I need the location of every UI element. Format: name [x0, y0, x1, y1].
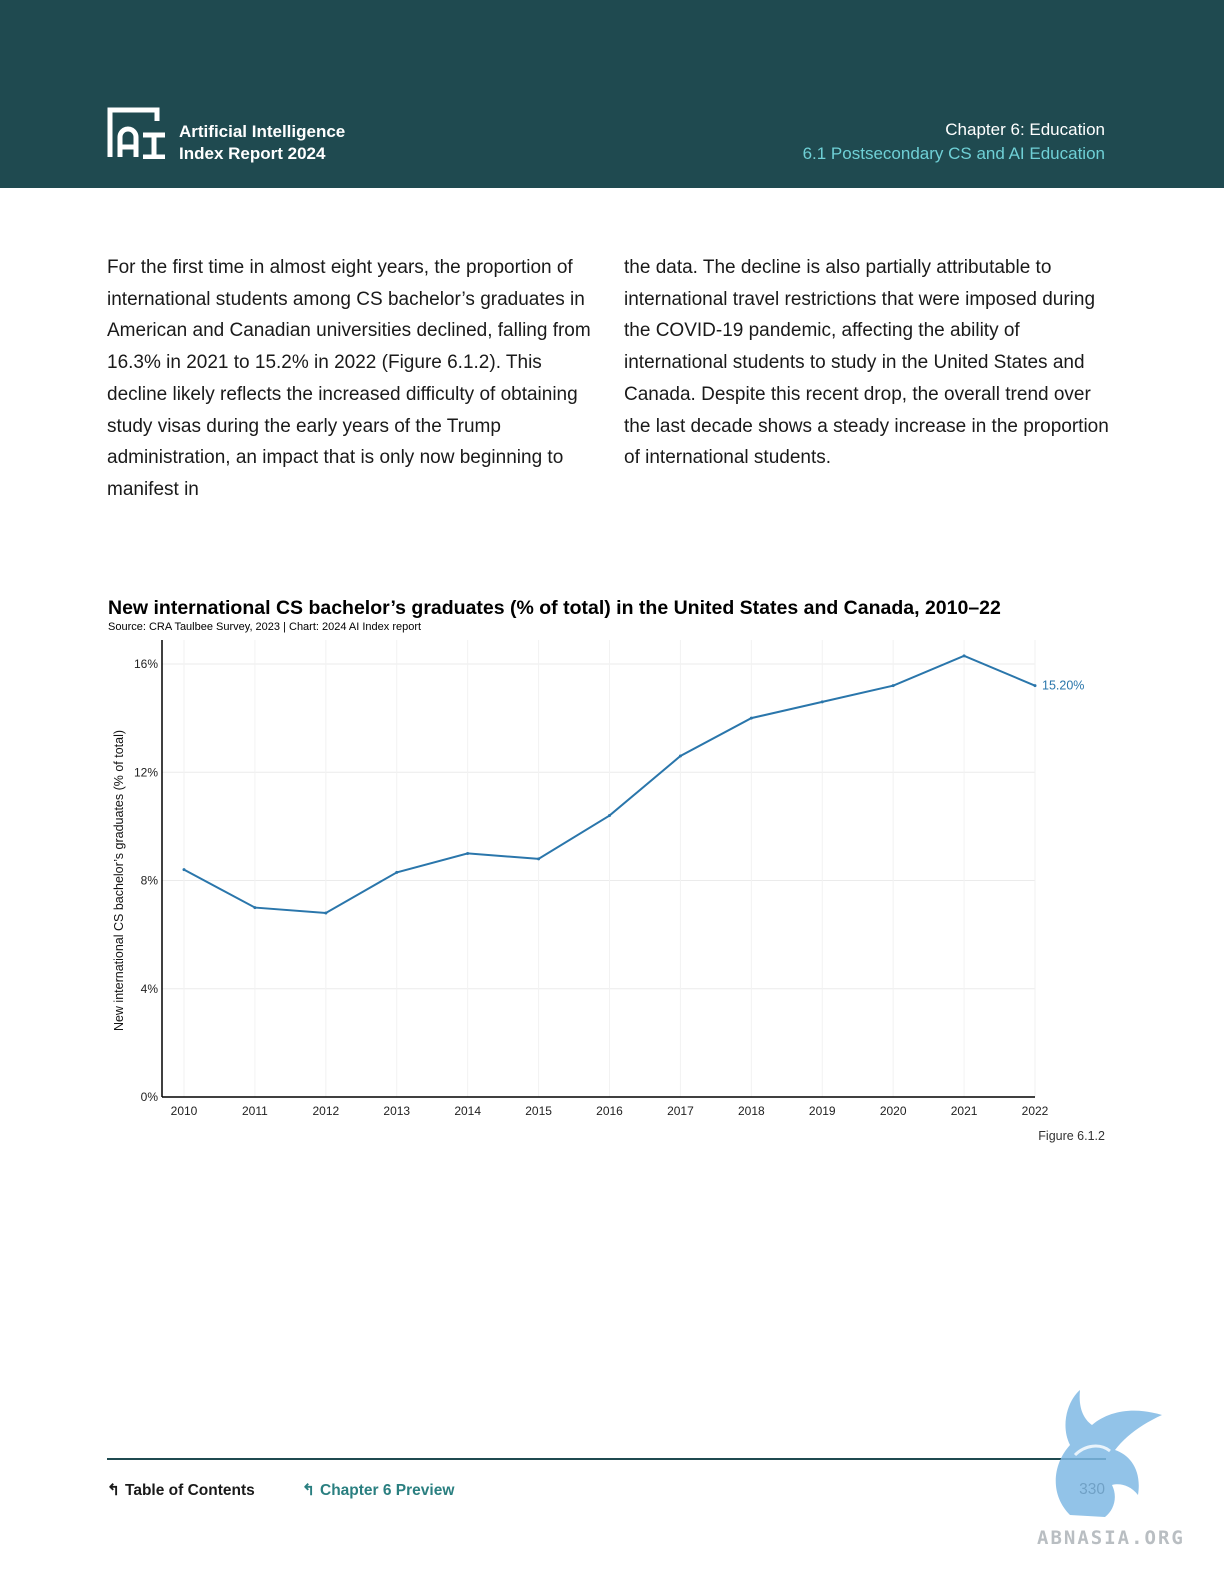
- data-point: [749, 716, 753, 720]
- data-point: [891, 684, 895, 688]
- chart-title: New international CS bachelor’s graduate…: [108, 597, 1001, 619]
- brand-line-1: Artificial Intelligence: [179, 122, 346, 141]
- x-tick-label: 2018: [738, 1104, 765, 1118]
- x-tick-label: 2017: [667, 1104, 694, 1118]
- x-tick-label: 2012: [312, 1104, 339, 1118]
- line-chart: 0% 4% 8% 12% 16% 2010 2011 2012 2013 2014 2015 2016…: [112, 640, 1084, 1118]
- return-arrow-icon: ↰: [107, 1482, 120, 1499]
- y-tick-label: 0%: [141, 1090, 159, 1104]
- x-tick-label: 2016: [596, 1104, 623, 1118]
- data-point: [324, 911, 328, 915]
- toc-label: Table of Contents: [125, 1482, 255, 1499]
- y-axis-label: New international CS bachelor’s graduate…: [112, 730, 126, 1031]
- x-tick-label: 2011: [242, 1104, 268, 1118]
- body-right-column: the data. The decline is also partially …: [624, 257, 1109, 469]
- chart-source: Source: CRA Taulbee Survey, 2023 | Chart…: [108, 621, 422, 633]
- figure-label: Figure 6.1.2: [1038, 1129, 1105, 1143]
- data-point: [820, 700, 824, 704]
- y-tick-label: 16%: [134, 657, 158, 671]
- chapter-preview-link[interactable]: ↰ Chapter 6 Preview: [302, 1481, 454, 1500]
- x-tick-label: 2015: [525, 1104, 552, 1118]
- data-point: [182, 868, 186, 872]
- data-point: [1033, 684, 1037, 688]
- x-tick-label: 2021: [951, 1104, 978, 1118]
- body-left-column: For the first time in almost eight years…: [107, 257, 591, 500]
- y-tick-label: 12%: [134, 765, 158, 779]
- x-tick-label: 2014: [454, 1104, 481, 1118]
- data-point: [466, 851, 470, 855]
- page-header: Artificial Intelligence Index Report 202…: [0, 0, 1224, 188]
- griffin-watermark-icon: [1055, 1390, 1162, 1517]
- watermark-text: ABNASIA.ORG: [1037, 1527, 1185, 1549]
- y-tick-label: 8%: [141, 874, 159, 888]
- data-point: [537, 857, 541, 861]
- report-brand: Artificial Intelligence Index Report 202…: [179, 121, 345, 165]
- section-title: 6.1 Postsecondary CS and AI Education: [802, 144, 1105, 163]
- data-point: [395, 870, 399, 874]
- footer-divider: [107, 1458, 1106, 1460]
- return-arrow-icon: ↰: [302, 1482, 315, 1499]
- data-point: [962, 654, 966, 658]
- x-tick-label: 2010: [171, 1104, 198, 1118]
- table-of-contents-link[interactable]: ↰ Table of Contents: [107, 1481, 255, 1500]
- x-tick-label: 2013: [383, 1104, 410, 1118]
- data-point: [678, 754, 682, 758]
- ai-index-logo: [107, 107, 165, 159]
- end-value-label: 15.20%: [1042, 679, 1084, 693]
- chapter-preview-label: Chapter 6 Preview: [320, 1482, 455, 1499]
- y-tick-label: 4%: [141, 982, 159, 996]
- x-tick-label: 2022: [1022, 1104, 1049, 1118]
- data-point: [253, 906, 257, 910]
- data-point: [608, 814, 611, 818]
- brand-line-2: Index Report 2024: [179, 144, 326, 163]
- x-tick-label: 2020: [880, 1104, 907, 1118]
- x-tick-label: 2019: [809, 1104, 836, 1118]
- chapter-title: Chapter 6: Education: [945, 120, 1105, 139]
- chapter-heading: Chapter 6: Education 6.1 Postsecondary C…: [803, 118, 1105, 166]
